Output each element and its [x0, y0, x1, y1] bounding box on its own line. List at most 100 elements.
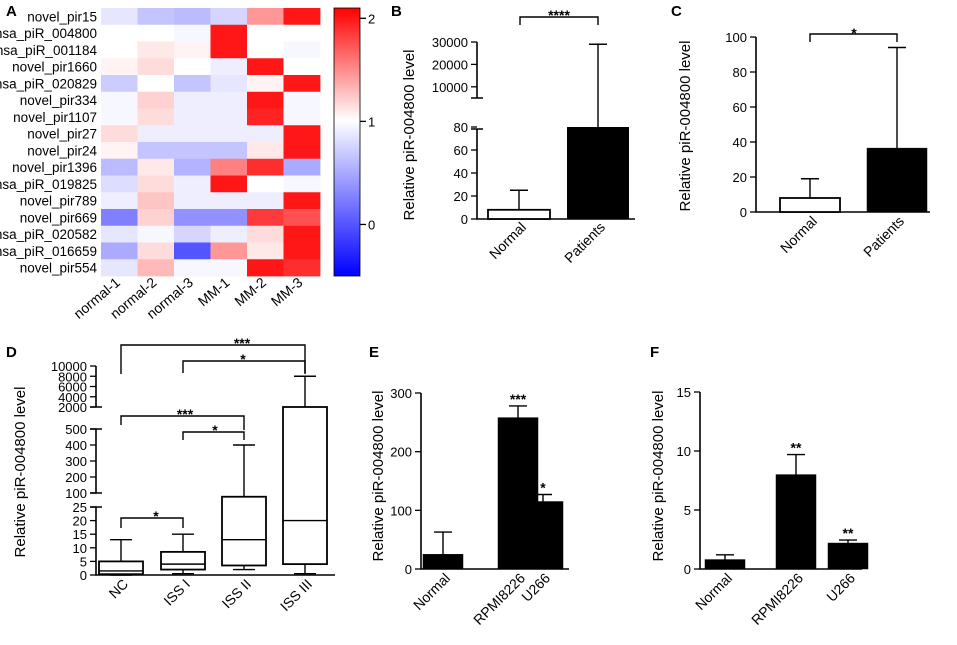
x-category-label: Normal [410, 570, 453, 613]
heatmap-cell [283, 209, 321, 227]
y-tick-label: 100 [65, 486, 87, 501]
box [160, 550, 206, 571]
y-tick-label: 2000 [58, 400, 87, 415]
heatmap-cell [137, 91, 175, 109]
heatmap-cell [210, 175, 248, 193]
heatmap-cell [210, 125, 248, 143]
x-category-label: ISS II [219, 576, 255, 612]
heatmap-cell [174, 142, 211, 160]
heatmap-cell [210, 8, 248, 26]
x-category-label: NC [105, 576, 131, 602]
y-tick-label: 300 [390, 386, 412, 401]
heatmap-cell [101, 209, 138, 227]
y-tick-label: 0 [740, 205, 747, 220]
y-tick-label: 80 [733, 65, 747, 80]
panel-letter-b: B [391, 3, 402, 20]
heatmap-cell [137, 259, 175, 277]
heatmap-cell [283, 192, 321, 210]
heatmap-cell [283, 8, 321, 26]
heatmap-cell [283, 75, 321, 93]
heatmap-cell [247, 125, 284, 143]
heatmap-cell [247, 209, 284, 227]
heatmap-cell [247, 58, 284, 76]
y-axis-label-f: Relative piR-004800 level [650, 391, 667, 562]
y-tick-label: 6000 [58, 380, 87, 395]
heatmap-cell [247, 225, 284, 243]
sig-label-d-5: * [240, 351, 246, 367]
heatmap-row-label: hsa_piR_020582 [0, 227, 97, 242]
x-categories-d: NC ISS I ISS II ISS III [105, 576, 315, 614]
y-tick-label: 30000 [432, 35, 468, 50]
sig-label-d-2: *** [177, 406, 194, 422]
sig-bracket-d-4 [120, 344, 306, 374]
heatmap-cell [283, 58, 321, 76]
bar [775, 474, 817, 570]
heatmap-cell [283, 41, 321, 59]
heatmap-cell [101, 91, 138, 109]
heatmap-cell [174, 41, 211, 59]
panel-letter-e: E [369, 344, 379, 361]
heatmap-cell [174, 158, 211, 176]
colorbar [333, 7, 361, 277]
y-tick-label: 80 [454, 120, 468, 135]
heatmap-cell [247, 158, 284, 176]
heatmap-row-label: novel_pir669 [20, 210, 97, 225]
heatmap-cell [137, 142, 175, 160]
heatmap-cell [101, 125, 138, 143]
bar [522, 501, 564, 570]
heatmap-column-label: MM-2 [231, 274, 269, 309]
sig-bracket-d-2 [120, 415, 245, 430]
y-tick-label: 40 [733, 135, 747, 150]
bars-f: ** ** [704, 440, 869, 570]
heatmap-cell [137, 175, 175, 193]
heatmap-cell [247, 108, 284, 126]
y-tick-label: 10 [677, 444, 691, 459]
heatmap-cell [283, 125, 321, 143]
heatmap-cell [137, 242, 175, 260]
heatmap-cell [247, 259, 284, 277]
bar [827, 542, 869, 570]
heatmap-cell [101, 259, 138, 277]
heatmap-cell [283, 225, 321, 243]
y-tick-label: 300 [65, 454, 87, 469]
y-tick-label: 25 [73, 500, 87, 515]
heatmap-row-label: novel_pir334 [20, 93, 98, 108]
heatmap-cell [101, 242, 138, 260]
x-category-label: U266 [823, 570, 858, 605]
heatmap-cell [247, 242, 284, 260]
heatmap-cell [210, 91, 248, 109]
heatmap-cell [174, 209, 211, 227]
y-axis-label-c: Relative piR-004800 level [677, 41, 694, 212]
sig-label-b: **** [548, 7, 570, 23]
sig-brackets-d: * *** * *** * [120, 335, 306, 528]
bars-b [487, 43, 629, 220]
heatmap-cell [101, 108, 138, 126]
bar-significance: * [540, 479, 546, 495]
y-tick-label: 60 [733, 100, 747, 115]
x-categories-b: Normal Patients [486, 219, 608, 266]
heatmap-column-label: MM-3 [268, 274, 306, 309]
heatmap-cell [210, 108, 248, 126]
heatmap-cell [137, 125, 175, 143]
bar-significance: ** [791, 440, 802, 456]
heatmap-cell [283, 91, 321, 109]
y-tick-label: 4000 [58, 390, 87, 405]
heatmap-row-label: novel_pir554 [20, 261, 98, 276]
heatmap-cell [101, 158, 138, 176]
box [98, 560, 144, 576]
panel-e: E Relative piR-004800 level 0 100 200 300 *… [369, 344, 569, 628]
x-categories-f: Normal RPMI8226 U266 [692, 570, 858, 628]
heatmap-row-label: hsa_piR_004800 [0, 26, 97, 41]
y-tick-label: 40 [454, 166, 468, 181]
heatmap-cell [283, 242, 321, 260]
panel-f: F Relative piR-004800 level 0 5 10 15 **** … [650, 344, 869, 628]
heatmap-row-label: hsa_piR_001184 [0, 43, 97, 58]
heatmap-cell [137, 75, 175, 93]
y-ticks-b: 0 20 40 60 80 10000 20000 30000 [432, 35, 477, 227]
x-category-label: Normal [692, 570, 735, 613]
heatmap-row-label: novel_pir1660 [12, 60, 97, 75]
panel-c: C Relative piR-004800 level 0 20 40 60 80 100… [671, 3, 930, 260]
heatmap-cell [174, 75, 211, 93]
heatmap-cell [283, 175, 321, 193]
